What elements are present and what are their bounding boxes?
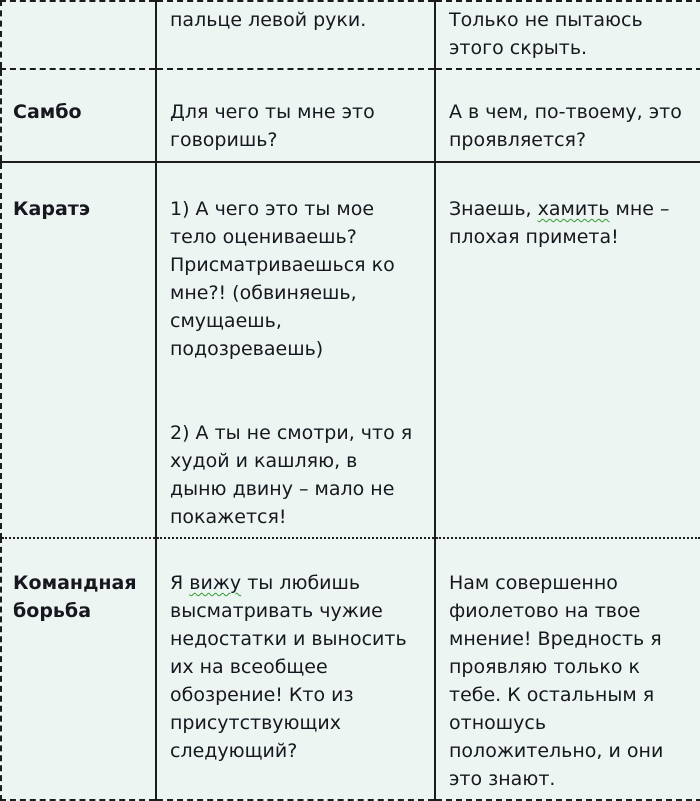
- reply-text: мне – плохая примета!: [449, 198, 670, 248]
- spellcheck-underlined-word: хамить: [537, 198, 610, 220]
- spellcheck-underlined-word: вижу: [189, 572, 242, 594]
- phrase-text: Я: [170, 572, 190, 594]
- phrase-text: ты любишь высматривать чужие недостатки …: [170, 572, 407, 762]
- row-label-cell: [1, 1, 156, 69]
- table-row: Самбо Для чего ты мне это говоришь? А в …: [1, 68, 700, 162]
- table-row: пальце левой руки. Только не пытаюсь это…: [1, 1, 700, 69]
- reply-cell: А в чем, по-твоему, это проявляется?: [434, 68, 700, 162]
- phrase-cell: Я вижу ты любишь высматривать чужие недо…: [155, 537, 435, 800]
- phrase-cell: пальце левой руки.: [155, 1, 435, 69]
- reply-cell: Знаешь, хамить мне – плохая примета!: [434, 161, 700, 538]
- table-row: Командная борьба Я вижу ты любишь высмат…: [1, 537, 700, 800]
- row-label-cell: Каратэ: [1, 161, 156, 538]
- phrase-cell: 1) А чего это ты мое тело оцениваешь? Пр…: [155, 161, 435, 538]
- row-label-cell: Командная борьба: [1, 537, 156, 800]
- phrase-cell: Для чего ты мне это говоришь?: [155, 68, 435, 162]
- reply-cell: Нам совершенно фиолетово на твое мнение!…: [434, 537, 700, 800]
- reply-text: Знаешь,: [449, 198, 538, 220]
- row-label-cell: Самбо: [1, 68, 156, 162]
- reply-cell: Только не пытаюсь этого скрыть.: [434, 1, 700, 69]
- table-row: Каратэ 1) А чего это ты мое тело оценива…: [1, 161, 700, 538]
